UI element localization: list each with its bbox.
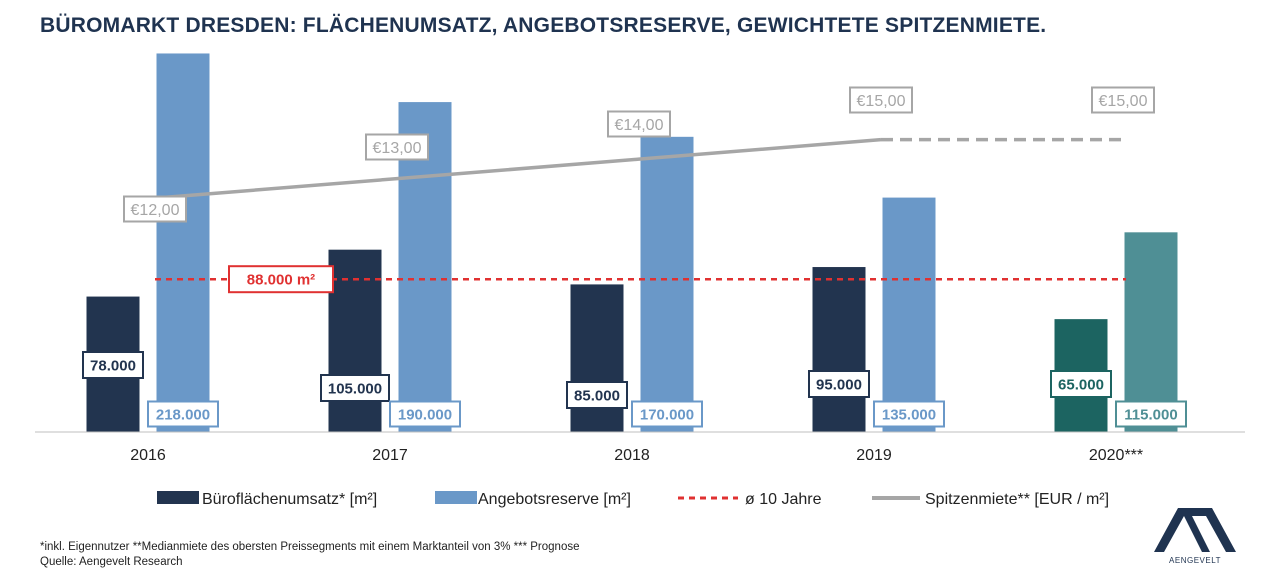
angebotsreserve-label-1: 190.000 — [389, 400, 461, 428]
x-tick-label: 2017 — [372, 447, 408, 464]
angebotsreserve-label-2: 170.000 — [631, 400, 703, 428]
bar-umsatz-3 — [812, 267, 866, 432]
legend-label: Spitzenmiete** [EUR / m²] — [925, 491, 1109, 508]
x-axis: 2016 2017 2018 2019 2020*** — [35, 431, 1245, 464]
rent-label-3-text: €15,00 — [857, 93, 906, 110]
rent-label-1-box — [365, 133, 429, 161]
angebotsreserve-label-2-text: 170.000 — [640, 406, 694, 423]
angebotsreserve-label-0: 218.000 — [147, 400, 219, 428]
rent-label-1: €13,00 — [365, 133, 429, 161]
angebotsreserve-label-4-text: 115.000 — [1124, 406, 1177, 423]
umsatz-label-2: 85.000 — [566, 381, 628, 409]
aengevelt-logo-icon — [1154, 508, 1236, 552]
source-note: Quelle: Aengevelt Research — [40, 556, 183, 568]
bar-angebotsreserve-3 — [882, 197, 936, 432]
angebotsreserve-label-3-text: 135.000 — [882, 406, 936, 423]
legend-label: Büroflächenumsatz* [m²] — [202, 491, 377, 508]
bar-umsatz-2 — [570, 284, 624, 432]
angebotsreserve-label-4-box — [1115, 400, 1187, 428]
rent-label-0-box — [123, 195, 187, 223]
rent-label-2-box — [607, 110, 671, 138]
umsatz-label-2-box — [566, 381, 628, 409]
angebotsreserve-label-3-box — [873, 400, 945, 428]
angebotsreserve-label-1-text: 190.000 — [398, 406, 452, 423]
rent-label-2: €14,00 — [607, 110, 671, 138]
legend-item-3: Spitzenmiete** [EUR / m²] — [872, 491, 1109, 508]
umsatz-label-0-text: 78.000 — [90, 357, 136, 374]
rent-label-4-text: €15,00 — [1099, 93, 1148, 110]
rent-label-3: €15,00 — [849, 86, 913, 114]
rent-label-4-box — [1091, 86, 1155, 114]
legend-item-1: Angebotsreserve [m²] — [435, 491, 631, 508]
rent-line-actual — [154, 137, 882, 200]
umsatz-label-0-box — [82, 351, 144, 379]
legend-swatch — [157, 491, 199, 504]
umsatz-label-3-box — [808, 370, 870, 398]
rent-label-4: €15,00 — [1091, 86, 1155, 114]
x-tick-label: 2016 — [130, 447, 166, 464]
rent-label-1-text: €13,00 — [373, 140, 422, 157]
logo-text: AENGEVELT — [1169, 556, 1221, 565]
legend-item-0: Büroflächenumsatz* [m²] — [157, 491, 377, 508]
footnote: *inkl. Eigennutzer **Medianmiete des obe… — [40, 541, 580, 553]
angebotsreserve-label-0-box — [147, 400, 219, 428]
rent-label-2-text: €14,00 — [615, 117, 664, 134]
rent-line-layer — [154, 137, 1126, 281]
angebotsreserve-label-0-text: 218.000 — [156, 406, 210, 423]
umsatz-label-1-box — [320, 374, 390, 402]
reference-label: 88.000 m² — [228, 265, 334, 294]
bar-angebotsreserve-0 — [156, 53, 210, 433]
rent-label-0: €12,00 — [123, 195, 187, 223]
umsatz-label-4-text: 65.000 — [1058, 376, 1104, 393]
legend-swatch — [435, 491, 477, 504]
legend-label: ø 10 Jahre — [745, 491, 822, 508]
reference-label-box — [228, 265, 334, 294]
umsatz-label-4-box — [1050, 370, 1112, 398]
umsatz-label-3-text: 95.000 — [816, 376, 862, 393]
bar-angebotsreserve-2 — [640, 136, 694, 432]
umsatz-label-0: 78.000 — [82, 351, 144, 379]
x-tick-label: 2018 — [614, 447, 650, 464]
x-tick-label: 2019 — [856, 447, 892, 464]
legend-label: Angebotsreserve [m²] — [478, 491, 631, 508]
chart-title: BÜROMARKT DRESDEN: FLÄCHENUMSATZ, ANGEBO… — [40, 14, 1047, 37]
bar-umsatz-1 — [328, 249, 382, 432]
angebotsreserve-label-2-box — [631, 400, 703, 428]
umsatz-label-1-text: 105.000 — [328, 380, 382, 397]
angebotsreserve-label-1-box — [389, 400, 461, 428]
bar-angebotsreserve-4 — [1124, 232, 1178, 432]
angebotsreserve-label-4: 115.000 — [1115, 400, 1187, 428]
angebotsreserve-label-3: 135.000 — [873, 400, 945, 428]
value-labels-layer: €12,00 €13,00 €14,00 €15,00 €15,00 88.000 m² 7… — [82, 86, 1187, 428]
legend-item-2: ø 10 Jahre — [678, 491, 822, 508]
reference-label-text: 88.000 m² — [247, 272, 315, 289]
umsatz-label-3: 95.000 — [808, 370, 870, 398]
legend: Büroflächenumsatz* [m²] Angebotsreserve [… — [157, 491, 1109, 508]
umsatz-label-4: 65.000 — [1050, 370, 1112, 398]
rent-label-0-text: €12,00 — [131, 202, 180, 219]
umsatz-label-1: 105.000 — [320, 374, 390, 402]
x-tick-label: 2020*** — [1089, 447, 1143, 464]
bars-layer — [86, 53, 1178, 433]
rent-label-3-box — [849, 86, 913, 114]
umsatz-label-2-text: 85.000 — [574, 387, 620, 404]
